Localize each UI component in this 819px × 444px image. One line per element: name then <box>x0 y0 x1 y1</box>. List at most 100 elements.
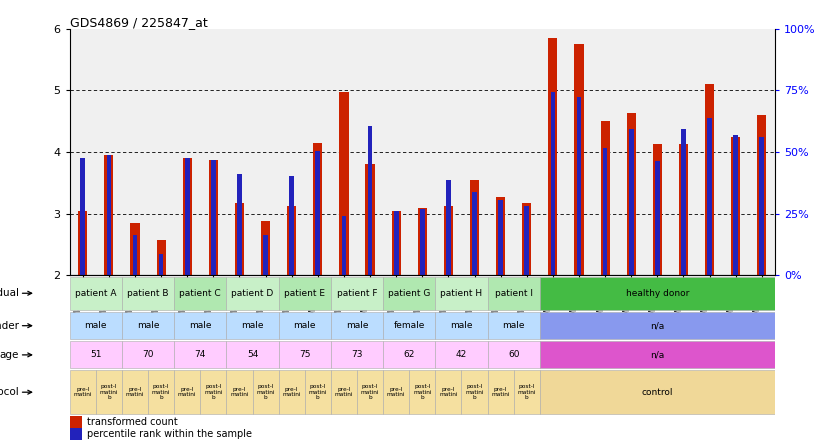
Bar <box>498 200 502 275</box>
Text: 51: 51 <box>90 350 102 359</box>
Bar <box>356 370 382 414</box>
Bar <box>133 235 137 275</box>
Bar <box>495 197 505 275</box>
Bar <box>600 121 609 275</box>
Bar <box>522 202 531 275</box>
Text: 75: 75 <box>299 350 310 359</box>
Text: pre-l
matini: pre-l matini <box>230 387 248 397</box>
Bar <box>681 129 685 275</box>
Text: individual: individual <box>0 288 19 298</box>
Bar <box>156 240 165 275</box>
Bar <box>550 92 554 275</box>
Text: post-l
matini
b: post-l matini b <box>152 385 170 400</box>
Bar <box>339 92 348 275</box>
Bar <box>252 370 278 414</box>
Bar <box>382 312 435 339</box>
Bar <box>576 97 581 275</box>
Text: male: male <box>502 321 524 330</box>
Bar <box>278 312 331 339</box>
Bar <box>263 235 268 275</box>
Bar <box>130 223 139 275</box>
Text: GDS4869 / 225847_at: GDS4869 / 225847_at <box>70 16 207 29</box>
Text: male: male <box>346 321 368 330</box>
Bar <box>513 370 539 414</box>
Text: 62: 62 <box>403 350 414 359</box>
Bar <box>331 370 356 414</box>
Text: patient E: patient E <box>284 289 325 298</box>
Text: pre-l
matini: pre-l matini <box>125 387 144 397</box>
Bar <box>278 370 305 414</box>
Text: patient F: patient F <box>337 289 377 298</box>
Text: male: male <box>84 321 107 330</box>
Bar <box>96 370 122 414</box>
Bar <box>756 115 766 275</box>
Bar <box>174 370 200 414</box>
Text: 74: 74 <box>194 350 206 359</box>
Text: male: male <box>241 321 264 330</box>
Bar <box>315 151 319 275</box>
Text: male: male <box>293 321 315 330</box>
Bar <box>539 370 774 414</box>
Text: male: male <box>450 321 472 330</box>
Bar <box>260 221 269 275</box>
Text: post-l
matini
b: post-l matini b <box>99 385 118 400</box>
Text: 73: 73 <box>351 350 362 359</box>
Text: healthy donor: healthy donor <box>625 289 688 298</box>
Text: gender: gender <box>0 321 19 331</box>
Text: control: control <box>640 388 672 396</box>
Text: n/a: n/a <box>649 321 663 330</box>
Bar <box>80 159 85 275</box>
Bar <box>461 370 487 414</box>
Text: pre-l
matini: pre-l matini <box>282 387 301 397</box>
Text: post-l
matini
b: post-l matini b <box>360 385 379 400</box>
Bar <box>183 159 192 275</box>
Bar <box>305 370 331 414</box>
Bar <box>278 341 331 369</box>
Bar <box>393 211 398 275</box>
Bar <box>226 312 278 339</box>
Text: pre-l
matini: pre-l matini <box>178 387 197 397</box>
Text: percentile rank within the sample: percentile rank within the sample <box>87 429 251 439</box>
Bar <box>210 159 215 275</box>
Bar <box>382 341 435 369</box>
Text: 42: 42 <box>455 350 467 359</box>
Bar <box>704 84 713 275</box>
Bar <box>654 161 659 275</box>
Bar <box>104 155 113 275</box>
Bar <box>70 341 122 369</box>
Bar <box>367 126 372 275</box>
Bar <box>539 312 774 339</box>
Text: post-l
matini
b: post-l matini b <box>517 385 536 400</box>
Bar <box>237 174 242 275</box>
Text: pre-l
matini: pre-l matini <box>491 387 509 397</box>
Bar <box>331 312 382 339</box>
Text: patient I: patient I <box>494 289 532 298</box>
Bar <box>417 208 427 275</box>
Bar <box>628 129 633 275</box>
Text: pre-l
matini: pre-l matini <box>334 387 353 397</box>
Text: patient A: patient A <box>75 289 116 298</box>
Text: male: male <box>189 321 211 330</box>
Bar <box>289 175 294 275</box>
Bar <box>226 370 252 414</box>
Text: pre-l
matini: pre-l matini <box>74 387 92 397</box>
Bar <box>226 341 278 369</box>
Bar <box>122 341 174 369</box>
Bar <box>365 164 374 275</box>
Bar <box>226 277 278 309</box>
Bar <box>148 370 174 414</box>
Bar <box>200 370 226 414</box>
Bar <box>391 211 400 275</box>
Bar <box>331 341 382 369</box>
Bar <box>382 370 409 414</box>
Bar <box>313 143 322 275</box>
Bar <box>70 312 122 339</box>
Bar <box>174 341 226 369</box>
Text: n/a: n/a <box>649 350 663 359</box>
Bar <box>446 180 450 275</box>
Bar <box>122 312 174 339</box>
Bar <box>122 370 148 414</box>
Bar <box>331 277 382 309</box>
Text: transformed count: transformed count <box>87 417 177 427</box>
Text: post-l
matini
b: post-l matini b <box>256 385 274 400</box>
